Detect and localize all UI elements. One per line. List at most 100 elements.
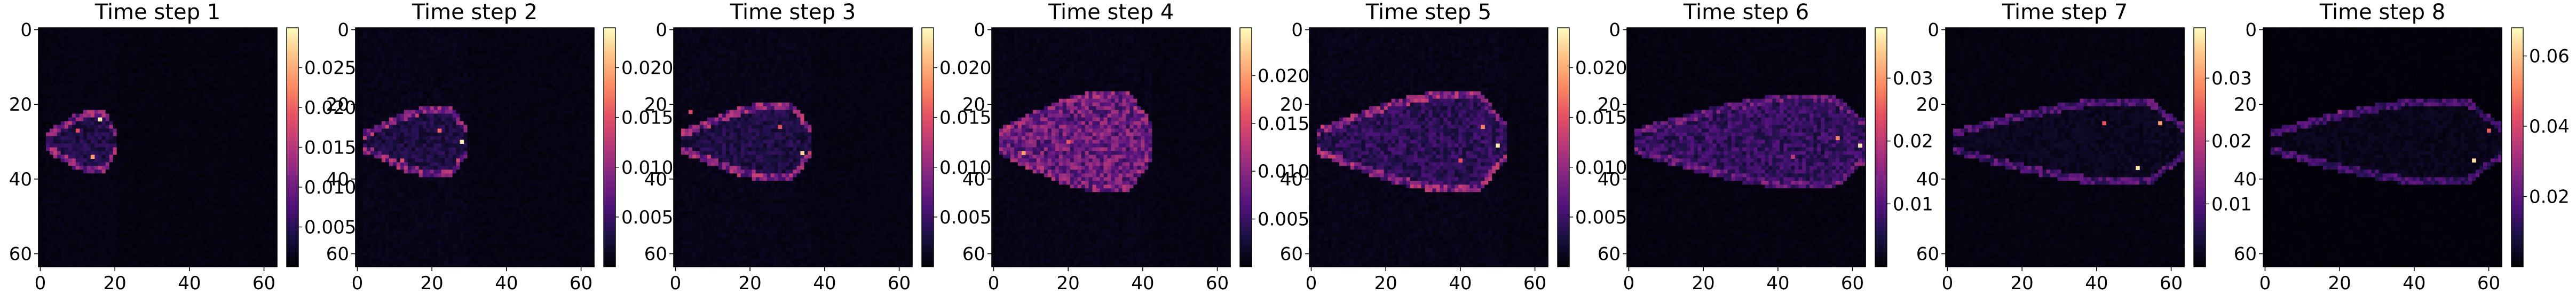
hotspot-cell: [98, 118, 102, 122]
y-tick-label: 60: [962, 244, 985, 265]
y-tick-label: 60: [1598, 244, 1621, 265]
y-tick-label: 20: [1916, 94, 1939, 115]
hotspot-cell: [460, 140, 464, 144]
x-tick-label: 0: [988, 273, 1000, 294]
panel-title: Time step 1: [94, 0, 220, 25]
panel-title: Time step 5: [1365, 0, 1491, 25]
colorbar-tick-label: 0.01: [1893, 194, 1933, 215]
y-tick-label: 40: [962, 169, 985, 190]
panel-title: Time step 3: [730, 0, 856, 25]
colorbar-tick-label: 0.005: [939, 207, 991, 228]
x-tick-label: 60: [1206, 273, 1229, 294]
x-tick-label: 40: [1131, 273, 1154, 294]
y-tick-label: 20: [644, 94, 667, 115]
x-tick-label: 40: [813, 273, 836, 294]
x-tick-label: 0: [352, 273, 364, 294]
x-tick-label: 20: [1374, 273, 1397, 294]
colorbar-tick-label: 0.025: [304, 58, 356, 79]
heatmap-panel-2: Time step 20 20 40 6002040600.0050.0100.015…: [326, 0, 674, 294]
x-tick-label: 20: [1057, 273, 1080, 294]
x-tick-label: 40: [178, 273, 201, 294]
x-tick-label: 60: [252, 273, 275, 294]
hotspot-cell: [2338, 110, 2342, 114]
heatmap-panel-1: Time step 10 20 40 6002040600.0050.0100.015…: [9, 0, 357, 294]
colorbar: [287, 28, 298, 267]
y-tick-label: 60: [9, 244, 32, 265]
colorbar-tick-label: 0.02: [2529, 187, 2570, 208]
heatmap-cells: [1627, 28, 1866, 267]
colorbar-tick-label: 0.005: [304, 217, 356, 238]
y-tick-label: 0: [1609, 19, 1621, 41]
colorbar-tick-label: 0.02: [2211, 131, 2252, 152]
x-tick-label: 40: [2403, 273, 2425, 294]
heatmap-cells: [1309, 28, 1548, 267]
hotspot-cell: [1836, 136, 1840, 141]
colorbar-tick-label: 0.02: [1893, 131, 1933, 152]
colorbar: [922, 28, 934, 267]
colorbar-tick-label: 0.020: [939, 58, 991, 79]
y-tick-label: 20: [962, 94, 985, 115]
x-tick-label: 60: [1523, 273, 1546, 294]
heatmap-panel-3: Time step 30 20 40 6002040600.0050.0100.015…: [644, 0, 992, 294]
x-tick-label: 60: [2477, 273, 2500, 294]
y-tick-label: 40: [1598, 169, 1621, 190]
hotspot-cell: [1496, 144, 1500, 148]
hotspot-cell: [778, 125, 783, 129]
x-tick-label: 60: [888, 273, 911, 294]
hotspot-cell: [91, 155, 95, 159]
x-tick-label: 60: [2160, 273, 2183, 294]
y-tick-label: 40: [2234, 169, 2257, 190]
panel-title: Time step 8: [2319, 0, 2445, 25]
x-tick-label: 0: [670, 273, 682, 294]
colorbar-tick-label: 0.005: [1258, 209, 1309, 230]
colorbar-tick-label: 0.005: [621, 207, 673, 228]
y-tick-label: 40: [644, 169, 667, 190]
y-tick-label: 20: [9, 94, 32, 115]
x-tick-label: 0: [2259, 273, 2271, 294]
heatmap-cells: [38, 28, 278, 267]
hotspot-cell: [2102, 121, 2106, 126]
hotspot-cell: [2472, 158, 2476, 163]
y-tick-label: 0: [974, 19, 985, 41]
colorbar-tick-label: 0.015: [1258, 113, 1309, 135]
heatmap-cells: [992, 28, 1231, 267]
heatmap-panel-4: Time step 40 20 40 6002040600.0050.0100.015…: [962, 0, 1310, 294]
x-tick-label: 20: [2328, 273, 2351, 294]
x-tick-label: 0: [1306, 273, 1317, 294]
colorbar: [2511, 28, 2523, 267]
y-tick-label: 0: [337, 19, 349, 41]
x-tick-label: 20: [104, 273, 127, 294]
y-tick-label: 0: [1927, 19, 1939, 41]
colorbar: [1875, 28, 1887, 267]
x-tick-label: 60: [1841, 273, 1864, 294]
hotspot-cell: [2487, 129, 2491, 133]
x-tick-label: 20: [421, 273, 444, 294]
colorbar: [2194, 28, 2206, 267]
hotspot-cell: [1791, 155, 1795, 159]
y-tick-label: 0: [2245, 19, 2257, 41]
hotspot-cell: [2136, 166, 2140, 170]
panel-title: Time step 2: [412, 0, 538, 25]
hotspot-cell: [1858, 144, 1862, 148]
y-tick-label: 60: [326, 244, 349, 265]
hotspot-cell: [1481, 125, 1485, 129]
hotspot-cell: [1066, 140, 1071, 144]
colorbar-tick-label: 0.06: [2529, 46, 2570, 67]
x-tick-label: 40: [495, 273, 518, 294]
panel-title: Time step 4: [1048, 0, 1174, 25]
colorbar: [1240, 28, 1252, 267]
y-tick-label: 40: [326, 169, 349, 190]
y-tick-label: 40: [1916, 169, 1939, 190]
colorbar-tick-label: 0.020: [1258, 65, 1309, 87]
y-tick-label: 60: [1280, 244, 1303, 265]
y-tick-label: 60: [644, 244, 667, 265]
y-tick-label: 40: [9, 169, 32, 190]
heatmap-cells: [355, 28, 595, 267]
heatmap-cells: [674, 28, 913, 267]
colorbar-tick-label: 0.020: [621, 58, 673, 79]
heatmap-cells: [2263, 28, 2502, 267]
y-tick-label: 60: [2234, 244, 2257, 265]
colorbar-tick-label: 0.03: [1893, 68, 1933, 89]
